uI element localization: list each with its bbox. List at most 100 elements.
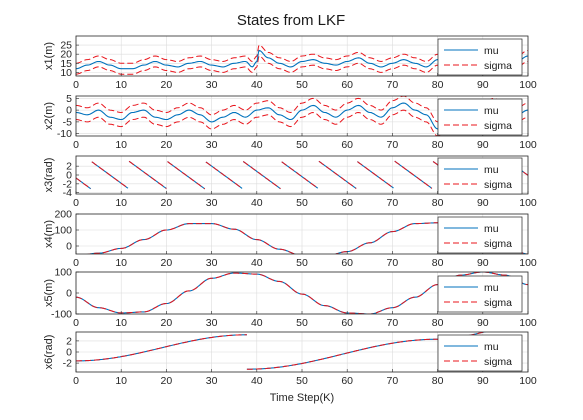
x-tick-label: 40	[251, 375, 263, 387]
legend: mu sigma	[437, 38, 523, 76]
y-tick-label: 0	[66, 288, 72, 300]
x-tick-label: 70	[387, 375, 399, 387]
x-tick-label: 20	[161, 79, 173, 91]
legend-mu-label: mu	[484, 164, 499, 176]
y-tick-label: 200	[54, 209, 72, 221]
x-tick-label: 80	[432, 317, 444, 329]
x-tick-label: 100	[519, 197, 537, 209]
x-tick-label: 80	[432, 79, 444, 91]
y-tick-label: 0	[66, 105, 72, 117]
x-tick-label: 30	[206, 139, 218, 151]
x-tick-label: 40	[251, 79, 263, 91]
x-tick-label: 0	[73, 197, 79, 209]
legend-sigma-label: sigma	[484, 238, 512, 250]
legend-box	[437, 216, 523, 254]
x-tick-label: 50	[296, 375, 308, 387]
y-tick-label: 0	[66, 170, 72, 182]
x-tick-label: 70	[387, 257, 399, 269]
y-tick-label: 15	[60, 58, 72, 70]
legend: mu sigma	[437, 98, 523, 136]
y-tick-label: 100	[54, 225, 72, 237]
y-tick-label: 0	[66, 347, 72, 359]
y-axis-label: x3(rad)	[43, 158, 55, 193]
x-tick-label: 30	[206, 197, 218, 209]
x-tick-label: 90	[477, 79, 489, 91]
x-tick-label: 60	[341, 375, 353, 387]
x-tick-label: 50	[296, 79, 308, 91]
x-tick-label: 0	[73, 79, 79, 91]
x-tick-label: 30	[206, 375, 218, 387]
x-tick-label: 40	[251, 139, 263, 151]
legend-mu-label: mu	[484, 341, 499, 353]
x-tick-label: 100	[519, 139, 537, 151]
x-tick-label: 20	[161, 375, 173, 387]
y-axis-label: x5(m)	[43, 279, 55, 307]
x-tick-label: 50	[296, 197, 308, 209]
x-tick-label: 10	[115, 139, 127, 151]
legend-box	[437, 38, 523, 76]
legend: mu sigma	[437, 216, 523, 254]
y-tick-label: -2	[63, 178, 72, 190]
y-axis-label: x2(m)	[43, 102, 55, 130]
x-tick-label: 20	[161, 139, 173, 151]
x-tick-label: 0	[73, 375, 79, 387]
x-tick-label: 70	[387, 317, 399, 329]
x-tick-label: 60	[341, 197, 353, 209]
legend-sigma-label: sigma	[484, 179, 512, 191]
sigma-line	[76, 332, 487, 370]
x-tick-label: 100	[519, 257, 537, 269]
legend-sigma-label: sigma	[484, 60, 512, 72]
legend-mu-label: mu	[484, 223, 499, 235]
legend-box	[437, 334, 523, 372]
legend-box	[437, 98, 523, 136]
legend-mu-label: mu	[484, 105, 499, 117]
x-tick-label: 80	[432, 139, 444, 151]
x-tick-label: 60	[341, 317, 353, 329]
x-tick-label: 70	[387, 139, 399, 151]
legend-mu-label: mu	[484, 282, 499, 294]
x-tick-label: 10	[115, 257, 127, 269]
x-tick-label: 50	[296, 139, 308, 151]
x-tick-label: 30	[206, 79, 218, 91]
x-tick-label: 0	[73, 257, 79, 269]
x-tick-label: 70	[387, 197, 399, 209]
plot-area	[76, 332, 487, 370]
y-tick-label: 0	[66, 241, 72, 253]
y-tick-label: 2	[66, 161, 72, 173]
x-tick-label: 90	[477, 317, 489, 329]
legend-mu-label: mu	[484, 45, 499, 57]
legend-sigma-label: sigma	[484, 297, 512, 309]
x-tick-label: 70	[387, 79, 399, 91]
x-tick-label: 20	[161, 317, 173, 329]
x-tick-label: 10	[115, 317, 127, 329]
y-axis-label: x4(m)	[43, 220, 55, 248]
x-tick-label: 10	[115, 375, 127, 387]
x-tick-label: 90	[477, 257, 489, 269]
chart-title: States from LKF	[237, 12, 345, 29]
x-tick-label: 60	[341, 257, 353, 269]
x-tick-label: 40	[251, 317, 263, 329]
y-tick-label: 5	[66, 93, 72, 105]
x-tick-label: 30	[206, 257, 218, 269]
x-tick-label: 10	[115, 79, 127, 91]
x-tick-label: 0	[73, 139, 79, 151]
y-axis-label: x1(m)	[43, 42, 55, 70]
x-tick-label: 30	[206, 317, 218, 329]
x-tick-label: 50	[296, 257, 308, 269]
x-tick-label: 10	[115, 197, 127, 209]
y-tick-label: -100	[51, 309, 72, 321]
x-tick-label: 90	[477, 197, 489, 209]
legend-sigma-label: sigma	[484, 120, 512, 132]
y-tick-label: 25	[60, 40, 72, 52]
x-tick-label: 20	[161, 197, 173, 209]
x-tick-label: 80	[432, 257, 444, 269]
y-tick-label: -4	[63, 187, 72, 199]
x-tick-label: 100	[519, 375, 537, 387]
legend-sigma-label: sigma	[484, 356, 512, 368]
